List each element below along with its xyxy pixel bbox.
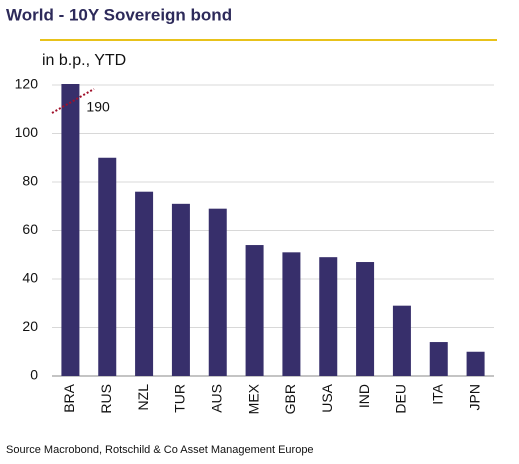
y-tick-label: 0 (30, 367, 38, 383)
bar (171, 203, 190, 376)
bar (429, 342, 448, 376)
bar (466, 351, 485, 376)
grid (52, 84, 494, 377)
x-tick-label: IND (356, 384, 372, 408)
y-tick-label: 100 (15, 124, 39, 140)
bar (245, 245, 264, 376)
bar (282, 252, 301, 376)
bar (392, 305, 411, 376)
value-label: 190 (86, 99, 110, 115)
axis-break (51, 88, 95, 114)
x-tick-label: BRA (61, 383, 77, 412)
bar (319, 257, 338, 376)
x-tick-label: NZL (135, 384, 151, 411)
y-tick-label: 20 (22, 318, 38, 334)
x-tick-label: TUR (172, 384, 188, 413)
bar (135, 191, 154, 376)
bar (208, 208, 227, 376)
x-tick-label: GBR (282, 384, 298, 414)
x-tick-label: AUS (208, 384, 224, 413)
subtitle: in b.p., YTD (42, 52, 126, 69)
y-tick-label: 40 (22, 270, 38, 286)
x-tick-label: ITA (429, 383, 445, 404)
x-tick-label: JPN (466, 384, 482, 410)
y-tick-label: 80 (22, 173, 38, 189)
x-tick-label: USA (319, 383, 335, 412)
bar (61, 84, 80, 376)
bar (356, 262, 375, 376)
x-tick-label: MEX (245, 383, 261, 414)
bars (61, 84, 485, 376)
source-note: Source Macrobond, Rotschild & Co Asset M… (6, 444, 314, 456)
chart-title: World - 10Y Sovereign bond (6, 5, 232, 24)
y-tick-label: 120 (15, 76, 39, 92)
y-tick-label: 60 (22, 221, 38, 237)
bar (98, 157, 117, 376)
x-tick-label: DEU (393, 384, 409, 414)
x-tick-label: RUS (98, 384, 114, 414)
